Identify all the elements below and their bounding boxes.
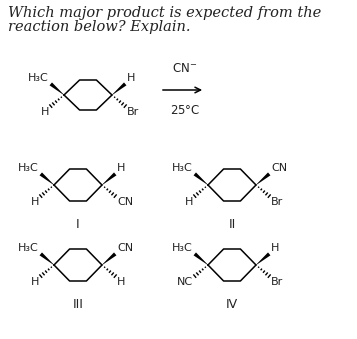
Text: H: H: [117, 163, 126, 173]
Polygon shape: [256, 253, 271, 265]
Polygon shape: [193, 253, 208, 265]
Polygon shape: [102, 173, 116, 185]
Text: H₃C: H₃C: [18, 163, 39, 173]
Text: H: H: [30, 277, 39, 287]
Polygon shape: [256, 173, 271, 185]
Text: IV: IV: [226, 298, 238, 311]
Polygon shape: [40, 253, 54, 265]
Polygon shape: [112, 82, 126, 95]
Text: I: I: [76, 218, 80, 231]
Text: H: H: [271, 243, 280, 253]
Text: III: III: [72, 298, 84, 311]
Text: H₃C: H₃C: [18, 243, 39, 253]
Text: CN: CN: [117, 243, 134, 253]
Polygon shape: [50, 82, 64, 95]
Text: Br: Br: [271, 277, 283, 287]
Text: H: H: [30, 197, 39, 207]
Text: reaction below? Explain.: reaction below? Explain.: [8, 20, 191, 34]
Polygon shape: [40, 173, 54, 185]
Polygon shape: [193, 173, 208, 185]
Text: II: II: [228, 218, 236, 231]
Text: Br: Br: [127, 107, 140, 117]
Polygon shape: [102, 253, 116, 265]
Text: H: H: [40, 107, 49, 117]
Text: H: H: [127, 73, 136, 83]
Text: Br: Br: [271, 197, 283, 207]
Text: H₃C: H₃C: [172, 243, 193, 253]
Text: $\mathregular{CN^{-}}$: $\mathregular{CN^{-}}$: [172, 62, 197, 75]
Text: NC: NC: [177, 277, 193, 287]
Text: Which major product is expected from the: Which major product is expected from the: [8, 6, 321, 20]
Text: H: H: [184, 197, 193, 207]
Text: H₃C: H₃C: [172, 163, 193, 173]
Text: H₃C: H₃C: [28, 73, 49, 83]
Text: CN: CN: [271, 163, 287, 173]
Text: H: H: [117, 277, 126, 287]
Text: CN: CN: [117, 197, 134, 207]
Text: $\mathregular{25°C}$: $\mathregular{25°C}$: [170, 104, 200, 117]
